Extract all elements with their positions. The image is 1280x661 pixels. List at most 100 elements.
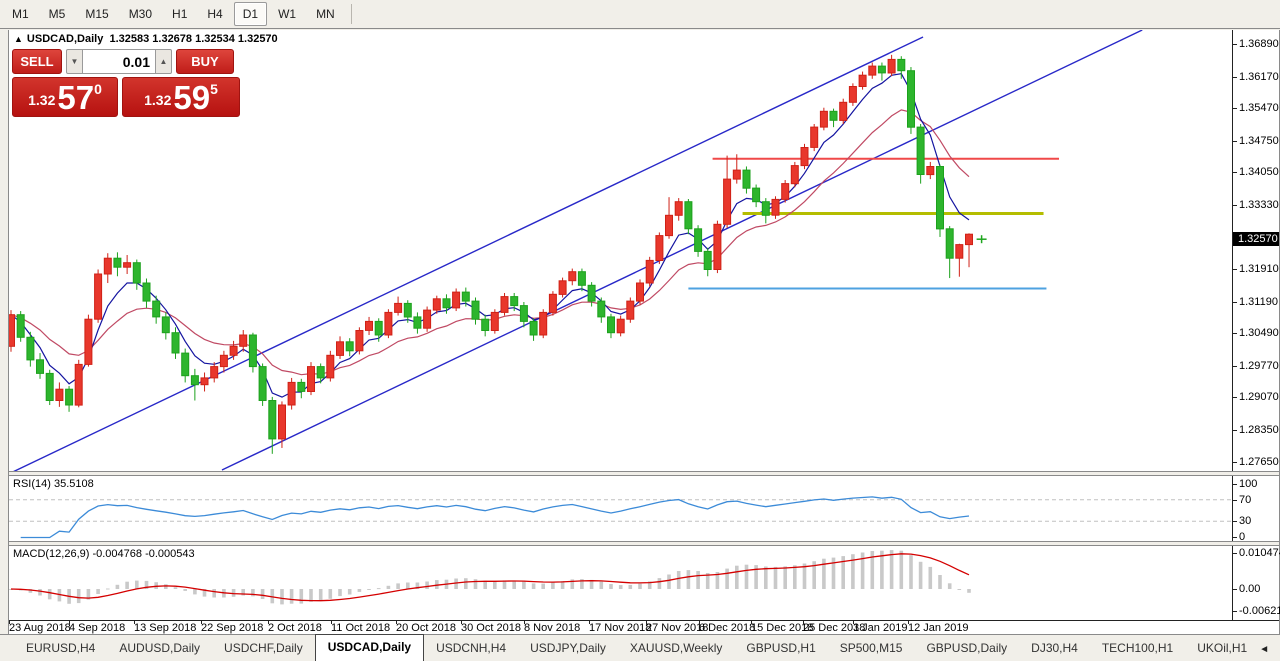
chart-canvas[interactable]: [9, 30, 1232, 471]
date-tick-label: 3 Jan 2019: [853, 622, 908, 634]
date-tick: [699, 621, 700, 624]
tab-gbpusd-daily[interactable]: GBPUSD,Daily: [926, 641, 1008, 655]
tab-sp500-m15[interactable]: SP500,M15: [839, 641, 903, 655]
tab-usdcnh-h4[interactable]: USDCNH,H4: [436, 641, 507, 655]
chart-canvas[interactable]: [9, 546, 1232, 620]
volume-increase-button[interactable]: ▲: [155, 49, 172, 74]
macd-tick-label: -0.006218: [1233, 605, 1280, 617]
panel-divider[interactable]: [9, 471, 1279, 476]
date-tick: [268, 621, 269, 624]
date-tick: [134, 621, 135, 624]
tab-xauusd-weekly[interactable]: XAUUSD,Weekly: [629, 641, 723, 655]
timeframe-button-mn[interactable]: MN: [316, 7, 335, 21]
price-axis[interactable]: 1.36890 1.36170 1.35470 1.34750 1.34050 1.333…: [1232, 30, 1279, 471]
timeframe-button-m30[interactable]: M30: [128, 7, 153, 21]
timeframe-button-m1[interactable]: M1: [12, 7, 29, 21]
buy-price-prefix: 1.32: [144, 92, 172, 108]
tab-dj30-h4[interactable]: DJ30,H4: [1031, 641, 1078, 655]
volume-decrease-button[interactable]: ▼: [66, 49, 83, 74]
sell-price-sup: 0: [94, 81, 102, 97]
date-tick-label: 6 Dec 2018: [699, 622, 756, 634]
date-tick-label: 17 Nov 2018: [589, 622, 652, 634]
main-chart-plot[interactable]: ▲ USDCAD,Daily 1.32583 1.32678 1.32534 1.…: [9, 30, 1232, 471]
current-price-badge: 1.32570: [1233, 232, 1279, 246]
macd-axis[interactable]: 0.010474 0.00 -0.006218: [1232, 546, 1280, 620]
chart-symbol: USDCAD,Daily: [26, 33, 104, 45]
chart-title: ▲ USDCAD,Daily 1.32583 1.32678 1.32534 1.…: [14, 33, 278, 45]
tab-usdjpy-daily[interactable]: USDJPY,Daily: [530, 641, 606, 655]
date-tick: [461, 621, 462, 624]
buy-button[interactable]: BUY: [176, 49, 234, 74]
rsi-tick-label: 70: [1233, 494, 1279, 506]
price-tick-label: 1.34750: [1233, 135, 1279, 147]
sell-price-prefix: 1.32: [28, 92, 56, 108]
date-tick: [9, 621, 10, 624]
date-tick: [331, 621, 332, 624]
date-tick: [201, 621, 202, 624]
buy-price-sup: 5: [210, 81, 218, 97]
chart-canvas[interactable]: [9, 476, 1232, 541]
date-tick-label: 13 Sep 2018: [134, 622, 197, 634]
tab-usdchf-daily[interactable]: USDCHF,Daily: [224, 641, 303, 655]
panel-divider[interactable]: [9, 541, 1279, 546]
price-tick-label: 1.30490: [1233, 327, 1279, 339]
chart-ohlc: 1.32583 1.32678 1.32534 1.32570: [109, 33, 278, 45]
date-tick: [524, 621, 525, 624]
date-tick-label: 11 Oct 2018: [331, 622, 391, 634]
timeframe-button-m5[interactable]: M5: [48, 7, 66, 21]
timeframe-button-w1[interactable]: W1: [278, 7, 297, 21]
date-tick-label: 8 Nov 2018: [524, 622, 581, 634]
date-tick: [751, 621, 752, 624]
sell-price-big: 57: [57, 79, 95, 116]
price-tick-label: 1.36170: [1233, 71, 1279, 83]
sell-price-box[interactable]: 1.32 57 0: [12, 77, 118, 117]
tabs-scroll-left-button[interactable]: ◄: [1259, 644, 1270, 655]
timeframe-button-d1[interactable]: D1: [233, 2, 268, 26]
price-tick-label: 1.35470: [1233, 102, 1279, 114]
rsi-tick-label: 0: [1233, 531, 1279, 543]
date-tick-label: 20 Oct 2018: [396, 622, 456, 634]
rsi-panel[interactable]: RSI(14) 35.5108: [9, 476, 1232, 541]
tab-eurusd-h4[interactable]: EURUSD,H4: [26, 641, 96, 655]
macd-panel[interactable]: MACD(12,26,9) -0.004768 -0.000543: [9, 546, 1232, 620]
tab-audusd-daily[interactable]: AUDUSD,Daily: [119, 641, 201, 655]
buy-price-box[interactable]: 1.32 59 5: [122, 77, 240, 117]
timeframe-button-h4[interactable]: H4: [207, 7, 223, 21]
chevron-down-icon: ▼: [70, 57, 79, 66]
macd-tick-label: 0.010474: [1233, 547, 1280, 559]
date-tick-label: 2 Oct 2018: [268, 622, 322, 634]
date-tick-label: 23 Aug 2018: [9, 622, 71, 634]
macd-label: MACD(12,26,9) -0.004768 -0.000543: [13, 548, 195, 560]
date-tick: [853, 621, 854, 624]
date-tick-label: 27 Nov 2018: [646, 622, 709, 634]
timeframe-button-h1[interactable]: H1: [172, 7, 188, 21]
volume-input[interactable]: [83, 49, 155, 74]
chevron-up-icon: ▲: [159, 57, 168, 66]
date-tick-label: 30 Oct 2018: [461, 622, 521, 634]
tab-usdcad-daily[interactable]: USDCAD,Daily: [314, 634, 425, 661]
date-axis[interactable]: 23 Aug 2018 4 Sep 2018 13 Sep 2018 22 Se…: [9, 620, 1279, 634]
rsi-tick-label: 100: [1233, 478, 1279, 490]
macd-tick-label: 0.00: [1233, 583, 1279, 595]
date-tick: [646, 621, 647, 624]
timeframe-toolbar: M1 M5 M15 M30 H1 H4 D1 W1 MN: [0, 0, 1280, 29]
tab-ukoil-h1[interactable]: UKOil,H1: [1197, 641, 1248, 655]
rsi-axis[interactable]: 100 70 30 0: [1232, 476, 1279, 543]
tab-tech100-h1[interactable]: TECH100,H1: [1101, 641, 1174, 655]
timeframe-button-m15[interactable]: M15: [85, 7, 109, 21]
sell-button[interactable]: SELL: [12, 49, 62, 74]
date-tick-label: 25 Dec 2018: [803, 622, 866, 634]
one-click-trade-panel: SELL ▼ ▲ BUY 1.32 57 0: [12, 49, 240, 117]
toolbar-separator: [350, 4, 352, 24]
date-tick: [589, 621, 590, 624]
date-tick-label: 22 Sep 2018: [201, 622, 264, 634]
date-tick: [69, 621, 70, 624]
price-tick-label: 1.33330: [1233, 199, 1279, 211]
buy-price-big: 59: [173, 79, 211, 116]
tab-gbpusd-h1[interactable]: GBPUSD,H1: [746, 641, 816, 655]
price-tick-label: 1.31190: [1233, 296, 1279, 308]
price-tick-label: 1.31910: [1233, 263, 1279, 275]
date-tick: [908, 621, 909, 624]
price-tick-label: 1.29070: [1233, 391, 1279, 403]
date-tick-label: 15 Dec 2018: [751, 622, 814, 634]
